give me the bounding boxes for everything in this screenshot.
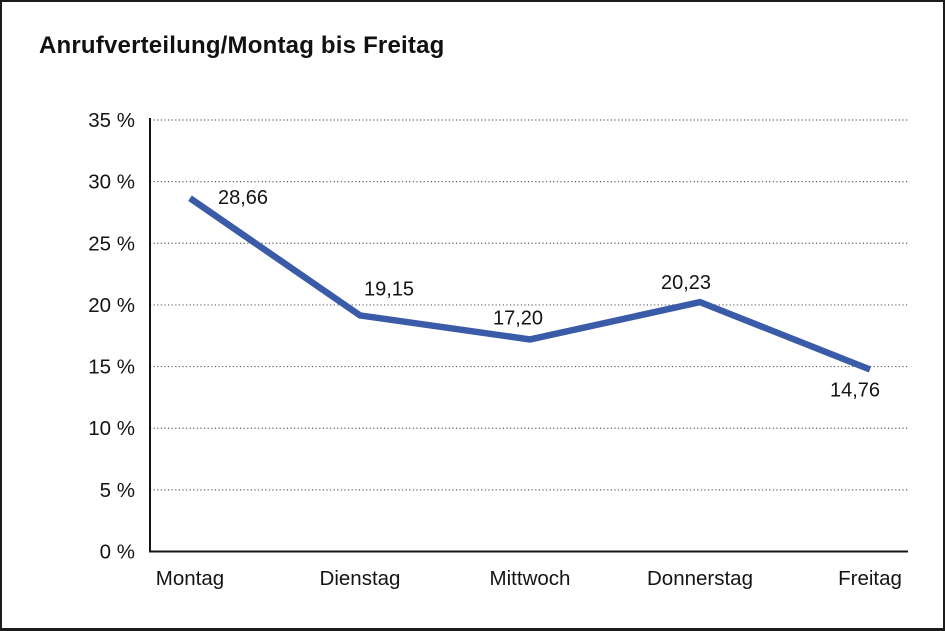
data-point-label: 20,23: [661, 272, 711, 294]
y-axis-tick-label: 35 %: [88, 109, 135, 132]
y-axis-tick-label: 0 %: [100, 541, 135, 564]
y-axis-tick-label: 20 %: [88, 294, 135, 317]
x-axis-category-label: Donnerstag: [647, 567, 753, 590]
data-point-label: 17,20: [493, 307, 543, 329]
y-axis-tick-label: 25 %: [88, 232, 135, 255]
chart-title: Anrufverteilung/Montag bis Freitag: [39, 32, 445, 59]
data-point-label: 19,15: [364, 278, 414, 300]
data-point-label: 28,66: [218, 187, 268, 209]
y-axis-tick-label: 15 %: [88, 356, 135, 379]
x-axis-category-label: Mittwoch: [490, 567, 571, 590]
y-axis-tick-label: 5 %: [100, 479, 135, 502]
y-axis-tick-label: 30 %: [88, 171, 135, 194]
x-axis-category-label: Montag: [156, 567, 224, 590]
y-axis-tick-label: 10 %: [88, 417, 135, 440]
x-axis-category-label: Freitag: [838, 567, 902, 590]
data-line-series: [188, 195, 872, 373]
x-axis-category-label: Dienstag: [320, 567, 401, 590]
data-point-label: 14,76: [830, 380, 880, 402]
